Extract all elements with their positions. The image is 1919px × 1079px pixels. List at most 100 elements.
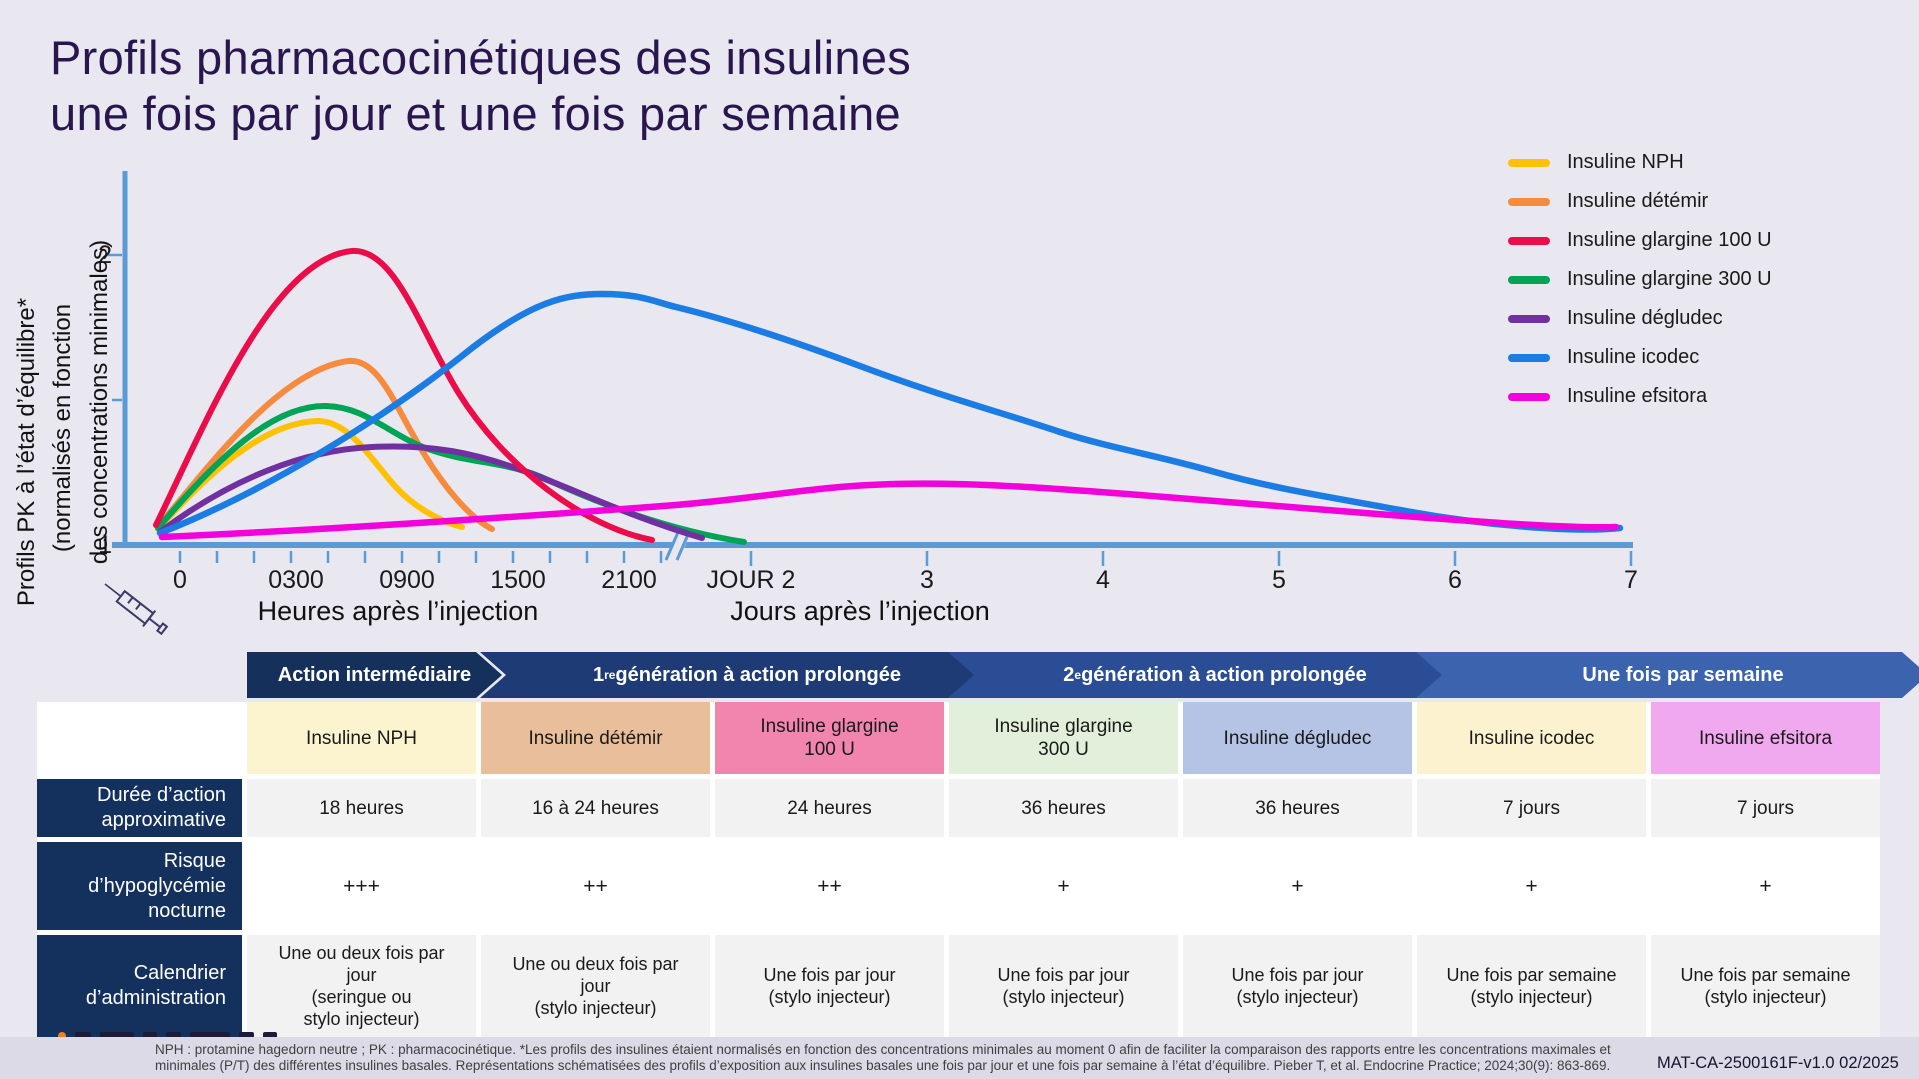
x-tick-0300: 0300 xyxy=(268,566,324,594)
x-tick-jour2: JOUR 2 xyxy=(707,566,796,594)
duration-cell-glargine-100: 24 heures xyxy=(715,779,944,837)
risk-cell-glargine-300: + xyxy=(949,842,1178,930)
schedule-cell-efsitora: Une fois par semaine (stylo injecteur) xyxy=(1651,935,1880,1037)
page-title: Profils pharmacocinétiques des insulines… xyxy=(50,31,912,140)
duration-cell-efsitora: 7 jours xyxy=(1651,779,1880,837)
legend-label: Insuline détémir xyxy=(1567,190,1709,212)
legend-label: Insuline glargine 300 U xyxy=(1567,268,1772,290)
y-axis-title-line3: des concentrations minimales) xyxy=(86,239,113,565)
logo-dot xyxy=(58,1032,66,1040)
x-tick-7: 7 xyxy=(1624,566,1638,594)
detemir-color-swatch xyxy=(1508,197,1550,206)
icodec-color-swatch xyxy=(1508,353,1550,362)
insulin-comparison-table: Insuline NPH Insuline détémir Insuline g… xyxy=(37,702,1880,1037)
x-tick-1500: 1500 xyxy=(490,566,546,594)
material-code: MAT-CA-2500161F-v1.0 02/2025 xyxy=(1657,1054,1899,1072)
x-tick-6: 6 xyxy=(1448,566,1462,594)
row-label-calendrier: Calendrier d’administration xyxy=(37,935,242,1037)
banner-text: 1 xyxy=(592,663,605,686)
x-tick-0900: 0900 xyxy=(379,566,435,594)
degludec-color-swatch xyxy=(1508,314,1550,323)
legend-label: Insuline NPH xyxy=(1567,151,1684,173)
partial-logo xyxy=(58,1032,388,1042)
column-header-degludec: Insuline dégludec xyxy=(1183,702,1412,774)
row-label-risque: Risque d’hypoglycémie nocturne xyxy=(37,842,242,930)
banner-1re-generation: 1 re génération à action prolongée xyxy=(480,652,992,698)
legend-item-icodec: Insuline icodec xyxy=(1508,338,1772,377)
column-header-nph: Insuline NPH xyxy=(247,702,476,774)
x-tick-2100: 2100 xyxy=(601,566,657,594)
banner-text: génération à action prolongée xyxy=(615,663,902,686)
legend-item-degludec: Insuline dégludec xyxy=(1508,299,1772,338)
column-header-glargine-100: Insuline glargine 100 U xyxy=(715,702,944,774)
y-tick-1: 1 xyxy=(98,531,112,559)
glargine-100-color-swatch xyxy=(1508,236,1550,245)
schedule-cell-degludec: Une fois par jour (stylo injecteur) xyxy=(1183,935,1412,1037)
row-label-duree: Durée d’action approximative xyxy=(37,779,242,837)
x-tick-4: 4 xyxy=(1096,566,1110,594)
logo-fragment xyxy=(143,1032,157,1039)
legend-label: Insuline icodec xyxy=(1567,346,1700,368)
logo-fragment xyxy=(166,1032,181,1039)
risk-cell-glargine-100: ++ xyxy=(715,842,944,930)
risk-cell-icodec: + xyxy=(1417,842,1646,930)
x-tick-3: 3 xyxy=(920,566,934,594)
syringe-icon xyxy=(104,583,169,636)
logo-fragment xyxy=(190,1032,230,1039)
logo-fragment xyxy=(100,1032,134,1039)
column-header-icodec: Insuline icodec xyxy=(1417,702,1646,774)
legend-label: Insuline glargine 100 U xyxy=(1567,229,1772,251)
nph-color-swatch xyxy=(1508,158,1550,167)
legend-item-efsitora: Insuline efsitora xyxy=(1508,377,1772,416)
duration-cell-icodec: 7 jours xyxy=(1417,779,1646,837)
schedule-cell-icodec: Une fois par semaine (stylo injecteur) xyxy=(1417,935,1646,1037)
legend-label: Insuline efsitora xyxy=(1567,385,1708,407)
risk-cell-efsitora: + xyxy=(1651,842,1880,930)
schedule-cell-glargine-300: Une fois par jour (stylo injecteur) xyxy=(949,935,1178,1037)
chart-axes xyxy=(106,171,1633,566)
banner-text: Action intermédiaire xyxy=(277,663,472,686)
column-header-glargine-300: Insuline glargine 300 U xyxy=(949,702,1178,774)
schedule-cell-detemir: Une ou deux fois par jour (stylo injecte… xyxy=(481,935,710,1037)
schedule-cell-nph: Une ou deux fois par jour (seringue ou s… xyxy=(247,935,476,1037)
y-tick-2: 2 xyxy=(98,241,112,269)
banner-text: génération à action prolongée xyxy=(1081,663,1367,686)
x-tick-0: 0 xyxy=(173,566,187,594)
curve-insuline-detemir xyxy=(155,357,495,532)
curve-insuline-nph xyxy=(155,417,465,532)
logo-fragment xyxy=(263,1032,277,1039)
duration-cell-detemir: 16 à 24 heures xyxy=(481,779,710,837)
curve-insuline-glargine-100 xyxy=(153,247,655,543)
risk-cell-degludec: + xyxy=(1183,842,1412,930)
efsitora-color-swatch xyxy=(1508,392,1550,401)
curve-insuline-icodec xyxy=(156,290,1624,537)
banner-action-intermediaire: Action intermédiaire xyxy=(247,652,502,698)
legend-item-nph: Insuline NPH xyxy=(1508,143,1772,182)
logo-fragment xyxy=(75,1032,91,1039)
glargine-300-color-swatch xyxy=(1508,275,1550,284)
legend-item-detemir: Insuline détémir xyxy=(1508,182,1772,221)
column-header-efsitora: Insuline efsitora xyxy=(1651,702,1880,774)
risk-cell-nph: +++ xyxy=(247,842,476,930)
column-header-detemir: Insuline détémir xyxy=(481,702,710,774)
legend-label: Insuline dégludec xyxy=(1567,307,1723,329)
y-axis-title-line2: (normalisés en fonction xyxy=(49,303,76,553)
legend-item-glargine-100: Insuline glargine 100 U xyxy=(1508,221,1772,260)
table-corner-cell xyxy=(37,702,242,774)
banner-text: 2 xyxy=(1063,663,1075,686)
footnote-text: NPH : protamine hagedorn neutre ; PK : p… xyxy=(155,1042,1611,1073)
banner-une-fois-par-semaine: Une fois par semaine xyxy=(1416,652,1919,698)
duration-cell-nph: 18 heures xyxy=(247,779,476,837)
y-axis-title-line1: Profils PK à l’état d’équilibre* xyxy=(13,297,40,607)
chart-legend: Insuline NPH Insuline détémir Insuline g… xyxy=(1508,143,1772,416)
footer-band: NPH : protamine hagedorn neutre ; PK : p… xyxy=(0,1037,1919,1079)
days-axis-label: Jours après l’injection xyxy=(730,596,990,626)
logo-fragment xyxy=(239,1032,254,1039)
hours-axis-label: Heures après l’injection xyxy=(258,596,539,626)
banner-text: Une fois par semaine xyxy=(1582,663,1784,686)
curve-insuline-efsitora xyxy=(158,480,1620,541)
legend-item-glargine-300: Insuline glargine 300 U xyxy=(1508,260,1772,299)
duration-cell-degludec: 36 heures xyxy=(1183,779,1412,837)
x-tick-5: 5 xyxy=(1272,566,1286,594)
